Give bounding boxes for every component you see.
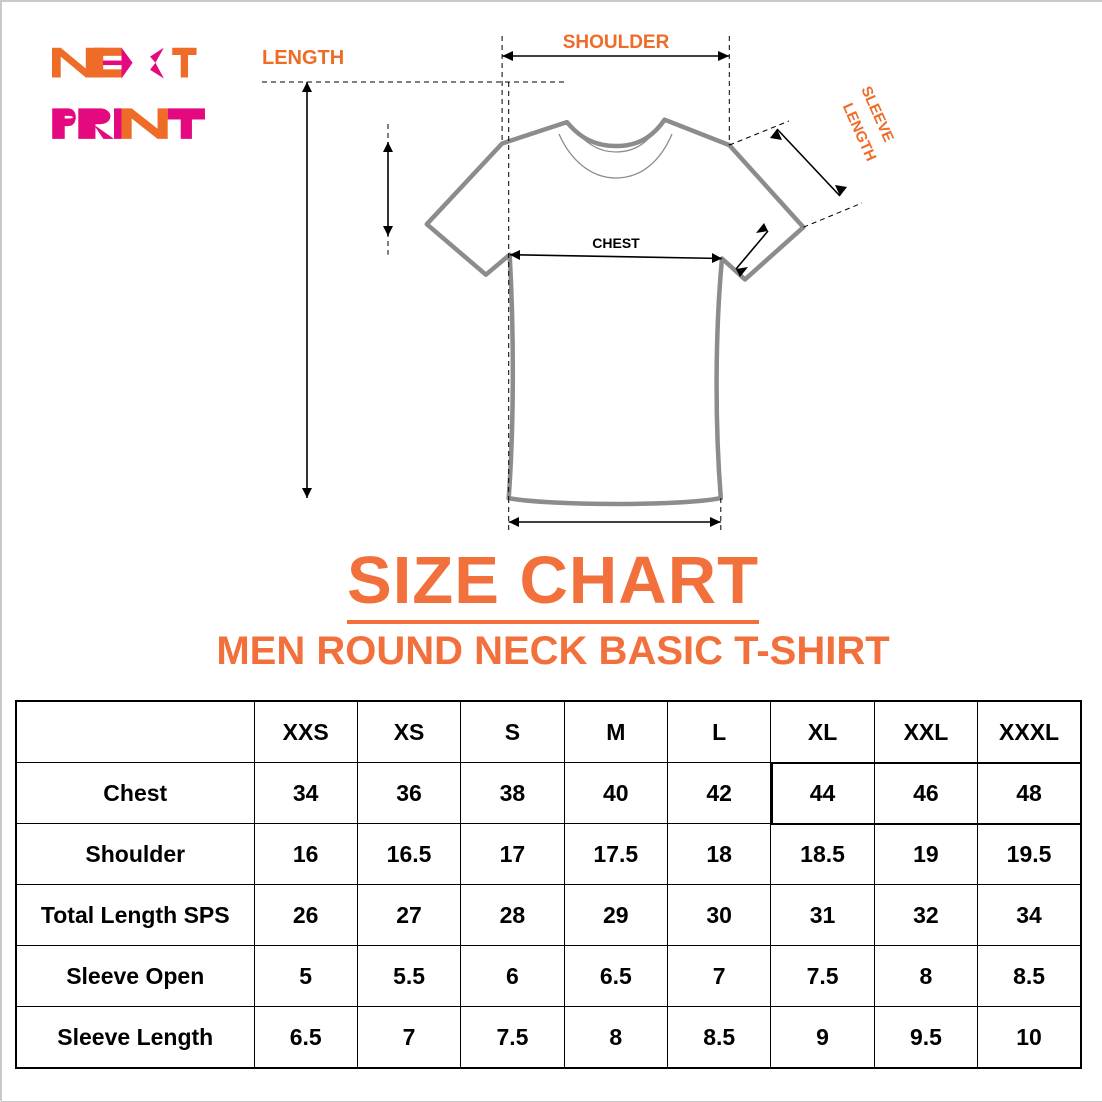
svg-text:SHOULDER: SHOULDER: [563, 34, 670, 53]
svg-text:LENGTH: LENGTH: [262, 47, 344, 69]
svg-text:CHEST: CHEST: [592, 235, 640, 251]
